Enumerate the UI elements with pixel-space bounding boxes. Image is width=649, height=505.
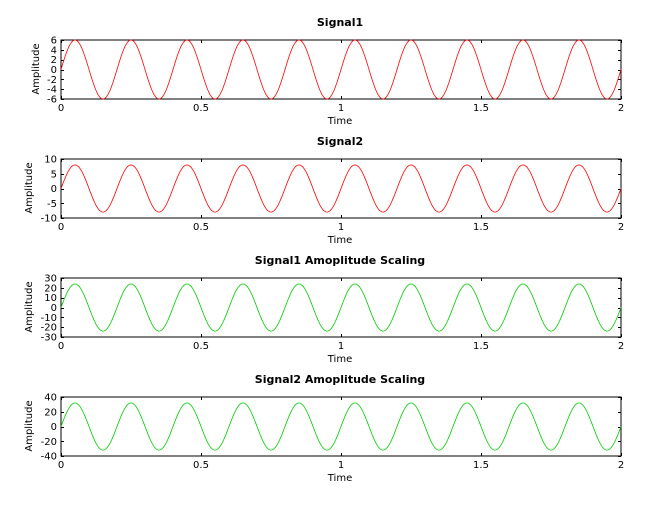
subplot-signal1: Signal1 Amplitude Time 0 0.5 1 1.5 26420-2-4… xyxy=(31,16,624,127)
series-line xyxy=(60,164,622,213)
y-tick-label: 0 xyxy=(51,65,57,76)
x-tick-label: 1 xyxy=(338,222,344,233)
y-axis-label: Amplitude xyxy=(24,400,35,451)
subplot-title: Signal1 Amoplitude Scaling xyxy=(255,254,425,267)
y-tick-label: -40 xyxy=(41,452,57,463)
x-tick-label: 2 xyxy=(618,222,624,233)
y-tick-label: -5 xyxy=(47,199,57,210)
y-tick-label: -20 xyxy=(41,323,57,334)
x-axis-label: Time xyxy=(327,116,352,127)
subplot-signal2: Signal2 Amplitude Time 0 0.5 1 1.5 2 10 5 0 -5 -1… xyxy=(24,135,624,246)
x-tick-label: 1.5 xyxy=(473,460,489,471)
y-axis-label: Amplitude xyxy=(24,162,35,213)
x-tick-label: 0 xyxy=(58,103,64,114)
subplot-title: Signal2 xyxy=(317,135,363,148)
x-tick-label: 1 xyxy=(338,103,344,114)
subplot-signal2-amplitude-scaling: Signal2 Amoplitude Scaling Amplitude Tim… xyxy=(24,373,624,484)
x-tick-label: 1.5 xyxy=(473,341,489,352)
x-tick-label: 0 xyxy=(58,222,64,233)
x-tick-label: 0.5 xyxy=(193,460,209,471)
y-tick-label: -30 xyxy=(41,333,57,344)
x-tick-label: 2 xyxy=(618,460,624,471)
y-tick-label: -4 xyxy=(47,85,57,96)
y-tick-label: 2 xyxy=(51,55,57,66)
y-tick-label: 0 xyxy=(51,422,57,433)
x-axis-label: Time xyxy=(327,354,352,365)
subplot-title: Signal1 xyxy=(317,16,363,29)
y-tick-label: 20 xyxy=(44,407,57,418)
x-tick-label: 1 xyxy=(338,341,344,352)
x-tick-label: 0.5 xyxy=(193,341,209,352)
series-line xyxy=(60,402,622,451)
x-tick-label: 0 xyxy=(58,341,64,352)
y-axis-label: Amplitude xyxy=(24,281,35,332)
y-tick-label: 0 xyxy=(51,303,57,314)
y-tick-label: 30 xyxy=(44,274,57,285)
y-tick-label: 5 xyxy=(51,169,57,180)
x-tick-label: 0.5 xyxy=(193,222,209,233)
x-tick-label: 1 xyxy=(338,460,344,471)
y-tick-label: 10 xyxy=(44,155,57,166)
y-tick-label: 10 xyxy=(44,293,57,304)
series-line xyxy=(60,283,622,332)
x-axis-label: Time xyxy=(327,473,352,484)
x-tick-label: 1.5 xyxy=(473,103,489,114)
y-tick-label: 0 xyxy=(51,184,57,195)
subplot-title: Signal2 Amoplitude Scaling xyxy=(255,373,425,386)
y-tick-label: 40 xyxy=(44,393,57,404)
subplot-signal1-amplitude-scaling: Signal1 Amoplitude Scaling Amplitude Tim… xyxy=(24,254,624,365)
y-axis-label: Amplitude xyxy=(31,43,42,94)
x-tick-label: 0 xyxy=(58,460,64,471)
y-tick-label: 4 xyxy=(51,45,57,56)
y-tick-label: -6 xyxy=(47,95,57,106)
y-tick-label: -20 xyxy=(41,437,57,448)
x-tick-label: 0.5 xyxy=(193,103,209,114)
y-tick-label: 6 xyxy=(51,36,57,47)
y-tick-label: -10 xyxy=(41,214,57,225)
x-tick-label: 1.5 xyxy=(473,222,489,233)
series-line xyxy=(60,39,622,100)
y-tick-label: -2 xyxy=(47,75,57,86)
x-tick-label: 2 xyxy=(618,341,624,352)
y-tick-label: 20 xyxy=(44,283,57,294)
x-axis-label: Time xyxy=(327,235,352,246)
y-tick-label: -10 xyxy=(41,313,57,324)
x-tick-label: 2 xyxy=(618,103,624,114)
